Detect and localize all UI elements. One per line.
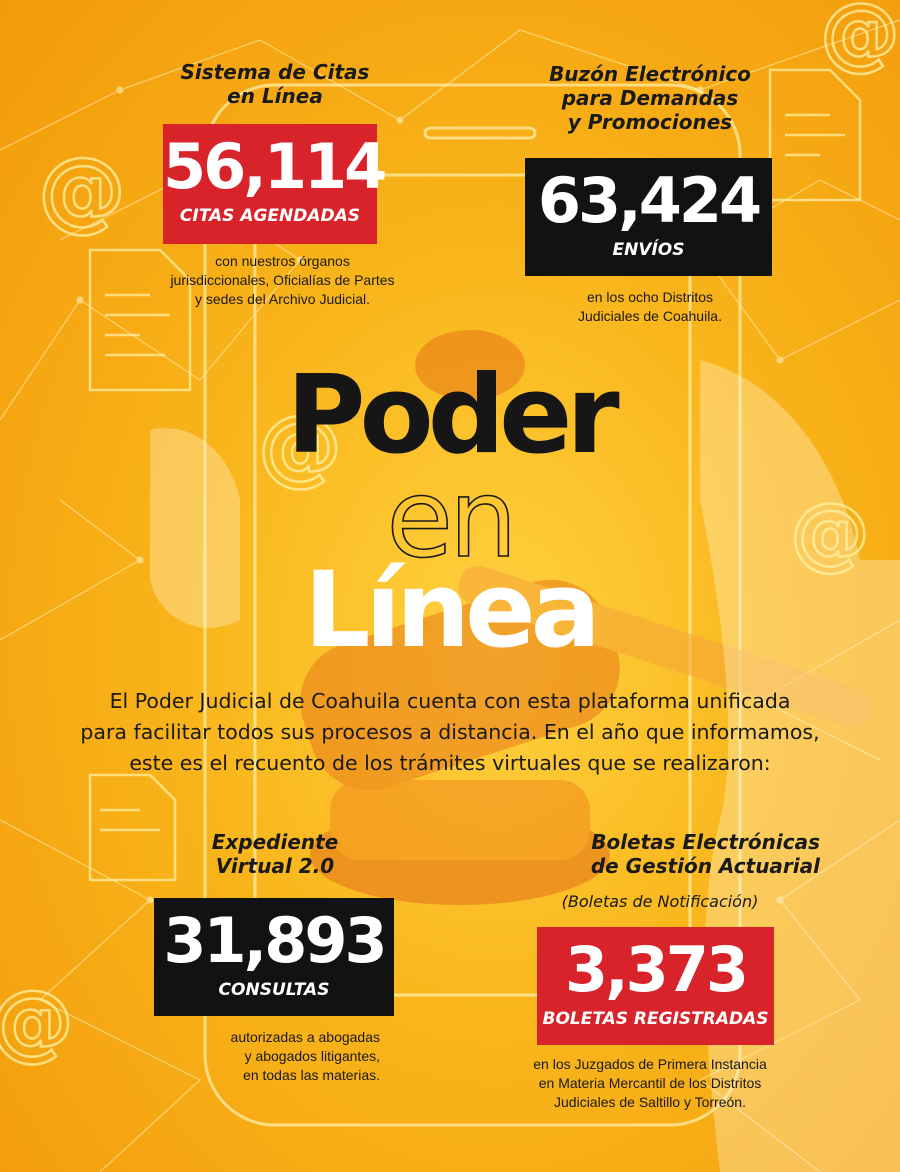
expediente-number-box: 31,893 CONSULTAS: [154, 898, 394, 1016]
intro-line2: para facilitar todos sus procesos a dist…: [80, 719, 820, 744]
intro-line3: este es el recuento de los trámites virt…: [129, 750, 771, 775]
boletas-note-line1: en los Juzgados de Primera Instancia: [533, 1056, 767, 1072]
buzon-number: 63,424: [537, 164, 762, 237]
buzon-title-line3: y Promociones: [567, 110, 733, 134]
hero-title-linea: Línea: [304, 549, 601, 671]
expediente-title-line1: Expediente: [211, 830, 339, 854]
boletas-note-line2: en Materia Mercantil de los Distritos: [538, 1074, 762, 1091]
citas-number: 56,114: [163, 130, 387, 203]
expediente-title: Expediente Virtual 2.0: [150, 830, 400, 878]
citas-note: con nuestros órganos jurisdiccionales, O…: [160, 252, 405, 309]
expediente-note-line2: y abogados litigantes,: [244, 1047, 380, 1064]
buzon-number-box: 63,424 ENVÍOS: [525, 158, 772, 276]
expediente-note-line1: autorizadas a abogadas: [230, 1029, 380, 1045]
intro-paragraph: El Poder Judicial de Coahuila cuenta con…: [60, 686, 840, 778]
boletas-title: Boletas Electrónicas de Gestión Actuaria…: [500, 830, 820, 878]
smartphone-outline: [203, 83, 742, 1127]
boletas-note-line3: Judiciales de Saltillo y Torreón.: [554, 1093, 746, 1110]
expediente-note-line3: en todas las materias.: [243, 1066, 380, 1083]
svg-text:@: @: [258, 397, 342, 495]
citas-title-line2: en Línea: [227, 84, 323, 108]
svg-text:@: @: [790, 486, 870, 579]
buzon-title: Buzón Electrónico para Demandas y Promoc…: [520, 62, 780, 134]
svg-text:@: @: [38, 138, 126, 241]
expediente-number: 31,893: [163, 904, 387, 977]
citas-note-line1: con nuestros órganos: [215, 253, 350, 269]
hero-title-en: en: [386, 457, 519, 582]
citas-title-line1: Sistema de Citas: [180, 60, 370, 84]
boletas-number: 3,373: [564, 933, 749, 1006]
citas-note-line3: y sedes del Archivo Judicial.: [194, 290, 371, 307]
intro-line1: El Poder Judicial de Coahuila cuenta con…: [109, 689, 791, 713]
boletas-title-line2: de Gestión Actuarial: [590, 854, 820, 878]
boletas-note: en los Juzgados de Primera Instancia en …: [520, 1055, 780, 1112]
buzon-note-line1: en los ocho Distritos: [586, 289, 714, 305]
boletas-unit: BOLETAS REGISTRADAS: [542, 1009, 769, 1029]
boletas-title-line1: Boletas Electrónicas: [591, 830, 820, 854]
citas-title: Sistema de Citas en Línea: [150, 60, 400, 108]
gavel-illustration: [300, 330, 871, 905]
buzon-note: en los ocho Distritos Judiciales de Coah…: [540, 288, 760, 326]
buzon-unit: ENVÍOS: [612, 240, 685, 260]
buzon-title-line1: Buzón Electrónico: [549, 62, 751, 86]
boletas-number-box: 3,373 BOLETAS REGISTRADAS: [537, 927, 774, 1045]
hero-title-poder: Poder: [286, 353, 619, 478]
svg-text:@: @: [0, 972, 74, 1070]
buzon-note-line2: Judiciales de Coahuila.: [578, 307, 722, 324]
at-symbol-icons: @ @ @ @ @: [0, 0, 900, 1071]
buzon-title-line2: para Demandas: [561, 86, 739, 110]
expediente-unit: CONSULTAS: [218, 980, 330, 1000]
expediente-title-line2: Virtual 2.0: [215, 854, 335, 878]
citas-note-line2: jurisdiccionales, Oficialías de Partes: [170, 271, 395, 288]
citas-unit: CITAS AGENDADAS: [179, 206, 361, 226]
boletas-subtitle: (Boletas de Notificación): [561, 892, 759, 911]
expediente-note: autorizadas a abogadas y abogados litiga…: [180, 1028, 380, 1085]
svg-text:@: @: [820, 0, 900, 79]
citas-number-box: 56,114 CITAS AGENDADAS: [163, 124, 387, 244]
